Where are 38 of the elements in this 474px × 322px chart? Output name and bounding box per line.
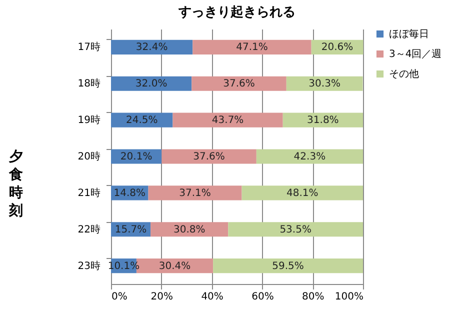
data-label: 14.8% (114, 188, 146, 199)
y-tick-label: 23時 (78, 260, 100, 272)
data-label: 31.8% (307, 115, 339, 126)
x-tick-label: 60% (252, 292, 274, 302)
data-label: 42.3% (294, 152, 326, 162)
y-tick-label: 18時 (78, 78, 100, 90)
x-tick-label: 100% (334, 292, 364, 302)
data-label: 37.1% (179, 188, 211, 199)
y-tick-label: 21時 (78, 186, 100, 199)
data-label: 59.5% (272, 260, 304, 272)
y-tick-label: 22時 (78, 223, 100, 236)
x-tick-label: 40% (201, 292, 224, 302)
data-label: 37.6% (223, 78, 255, 90)
data-label: 53.5% (280, 224, 312, 236)
data-label: 47.1% (236, 42, 268, 54)
data-label: 20.6% (321, 42, 354, 54)
data-label: 20.1% (120, 152, 152, 162)
x-tick-label: 0% (112, 292, 128, 302)
chart-title: すっきり起きられる (178, 5, 296, 20)
data-label: 48.1% (286, 188, 318, 199)
y-axis-title: 夕食時刻 (8, 149, 23, 219)
legend-label: 3～4回／週 (389, 49, 442, 60)
data-label: 37.6% (193, 152, 225, 162)
data-label: 32.4% (136, 42, 168, 54)
data-label: 30.4% (158, 260, 191, 272)
data-label: 30.3% (308, 78, 340, 90)
x-tick-label: 80% (302, 292, 324, 302)
data-label: 32.0% (135, 78, 168, 90)
legend-label: ほぼ毎日 (389, 28, 429, 40)
y-tick-label: 20時 (78, 150, 100, 162)
y-tick-label: 19時 (78, 114, 100, 126)
y-tick-label: 17時 (78, 41, 100, 54)
data-label: 43.7% (212, 115, 244, 126)
data-label: 30.8% (173, 224, 206, 236)
legend-label: その他 (389, 68, 419, 80)
data-label: 15.7% (114, 224, 147, 236)
x-tick-label: 20% (150, 292, 174, 302)
data-label: 24.5% (126, 115, 158, 126)
